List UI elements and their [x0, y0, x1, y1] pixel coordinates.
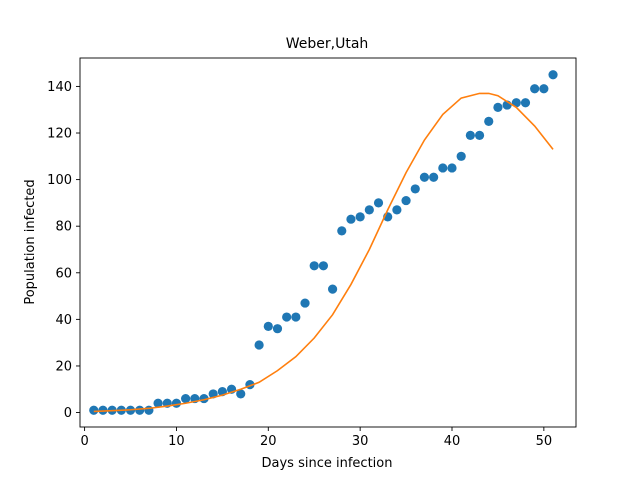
data-point — [300, 298, 310, 308]
y-tick-label: 0 — [64, 406, 72, 421]
y-tick-label: 40 — [55, 313, 72, 328]
data-point — [318, 261, 329, 271]
data-point — [429, 172, 439, 182]
data-point — [392, 205, 402, 215]
data-point — [456, 151, 466, 161]
data-point — [401, 195, 411, 206]
data-point — [447, 163, 457, 173]
data-point — [236, 389, 246, 399]
data-point — [419, 172, 430, 182]
data-point — [355, 212, 365, 222]
data-point — [254, 340, 264, 350]
data-point — [89, 405, 99, 415]
data-point — [327, 284, 338, 294]
data-point — [171, 398, 182, 408]
chart-title: Weber,Utah — [286, 36, 369, 52]
data-point — [539, 84, 549, 94]
axes: 0 10 20 30 40 50 0 20 40 60 80 100 120 140 — [47, 57, 577, 449]
data-point — [438, 163, 448, 173]
data-point — [135, 405, 145, 415]
data-point — [520, 98, 531, 108]
y-tick-label: 120 — [47, 127, 72, 142]
data-point — [474, 130, 485, 140]
y-tick-label: 20 — [55, 359, 72, 374]
y-tick-label: 140 — [47, 80, 72, 95]
x-tick-label: 40 — [444, 434, 461, 449]
y-tick-label: 100 — [47, 173, 72, 188]
y-axis-label: Population infected — [23, 179, 38, 304]
data-point — [272, 324, 283, 334]
data-point — [465, 130, 475, 140]
data-point — [493, 102, 503, 112]
y-tick-label: 60 — [55, 266, 72, 281]
data-point — [282, 312, 292, 322]
series-line — [93, 92, 554, 413]
data-point — [548, 70, 558, 80]
data-point — [309, 261, 319, 271]
data-point — [484, 116, 494, 126]
data-point — [530, 84, 540, 94]
x-tick-label: 50 — [536, 434, 553, 449]
data-point — [410, 184, 420, 194]
data-point — [373, 198, 384, 208]
data-point — [98, 405, 108, 415]
data-point — [291, 312, 301, 322]
plot-area — [89, 70, 558, 415]
data-point — [337, 226, 347, 236]
data-point — [364, 205, 374, 215]
data-point — [263, 321, 273, 331]
x-tick-label: 30 — [352, 434, 369, 449]
data-point — [153, 398, 163, 408]
x-tick-label: 10 — [168, 434, 185, 449]
plot-frame — [79, 57, 577, 428]
y-tick-label: 80 — [55, 220, 72, 235]
x-axis-label: Days since infection — [262, 456, 393, 471]
x-tick-label: 0 — [80, 434, 88, 449]
x-tick-label: 20 — [260, 434, 277, 449]
data-point — [346, 214, 356, 224]
data-point — [144, 405, 154, 415]
data-point — [181, 393, 191, 404]
